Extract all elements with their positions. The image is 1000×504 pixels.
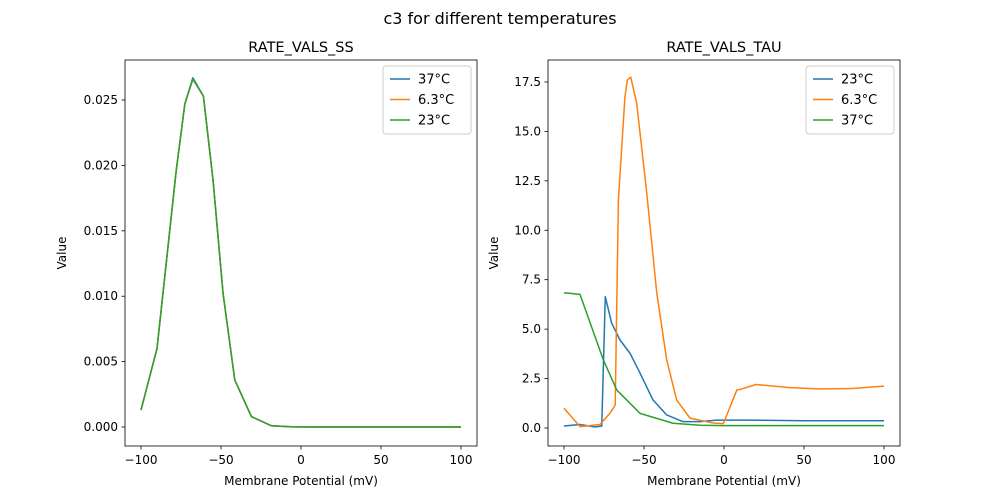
x-tick-label: 50 bbox=[796, 453, 811, 467]
legend: 37°C 6.3°C 23°C bbox=[382, 65, 472, 135]
subplot-title: RATE_VALS_TAU bbox=[666, 40, 781, 56]
y-tick-label: 5.0 bbox=[522, 322, 541, 336]
y-tick-label: 0.010 bbox=[84, 289, 118, 303]
legend-frame bbox=[382, 65, 472, 135]
legend: 23°C 6.3°C 37°C bbox=[805, 65, 895, 135]
series-line-23°C bbox=[140, 78, 461, 428]
subplot-1: −100 −50 0 50 100 0.0 2.5 5.0 7.5 10.0 12.5 15.0 17.… bbox=[487, 40, 901, 488]
y-tick-label: 10.0 bbox=[514, 223, 541, 237]
legend-label: 6.3°C bbox=[418, 93, 454, 108]
y-tick-label: 7.5 bbox=[522, 273, 541, 287]
x-tick-label: −100 bbox=[548, 453, 581, 467]
series-line-37°C bbox=[563, 292, 884, 427]
x-tick-label: 50 bbox=[373, 453, 388, 467]
series-line-23°C bbox=[563, 295, 884, 428]
x-tick-label: −50 bbox=[208, 453, 233, 467]
y-axis-label: Value bbox=[487, 237, 501, 270]
legend-label: 23°C bbox=[841, 73, 873, 88]
x-axis-label: Membrane Potential (mV) bbox=[224, 474, 378, 488]
x-tick-label: 100 bbox=[873, 453, 896, 467]
x-tick-label: 0 bbox=[297, 453, 305, 467]
legend-label: 6.3°C bbox=[841, 93, 877, 108]
y-tick-label: 0.0 bbox=[522, 421, 541, 435]
x-axis-label: Membrane Potential (mV) bbox=[647, 474, 801, 488]
y-tick-label: 17.5 bbox=[514, 75, 541, 89]
y-tick-label: 0.025 bbox=[84, 93, 118, 107]
x-tick-label: 100 bbox=[450, 453, 473, 467]
x-tick-label: −50 bbox=[631, 453, 656, 467]
y-tick-label: 0.020 bbox=[84, 158, 118, 172]
legend-frame bbox=[805, 65, 895, 135]
y-tick-label: 2.5 bbox=[522, 372, 541, 386]
x-tick-label: −100 bbox=[125, 453, 158, 467]
y-tick-label: 0.015 bbox=[84, 224, 118, 238]
series-line-6.3°C bbox=[563, 76, 885, 428]
legend-label: 37°C bbox=[841, 114, 873, 129]
y-axis-label: Value bbox=[55, 237, 69, 270]
x-tick-label: 0 bbox=[720, 453, 728, 467]
subplot-title: RATE_VALS_SS bbox=[248, 40, 353, 56]
legend-label: 23°C bbox=[418, 114, 450, 129]
y-tick-label: 15.0 bbox=[514, 124, 541, 138]
subplot-0: −100 −50 0 50 100 0.000 0.005 0.010 0.015 0.020 0.… bbox=[55, 40, 478, 488]
y-tick-label: 0.005 bbox=[84, 355, 118, 369]
y-tick-label: 12.5 bbox=[514, 174, 541, 188]
figure-title: c3 for different temperatures bbox=[383, 9, 616, 28]
y-tick-label: 0.000 bbox=[84, 420, 118, 434]
legend-label: 37°C bbox=[418, 73, 450, 88]
